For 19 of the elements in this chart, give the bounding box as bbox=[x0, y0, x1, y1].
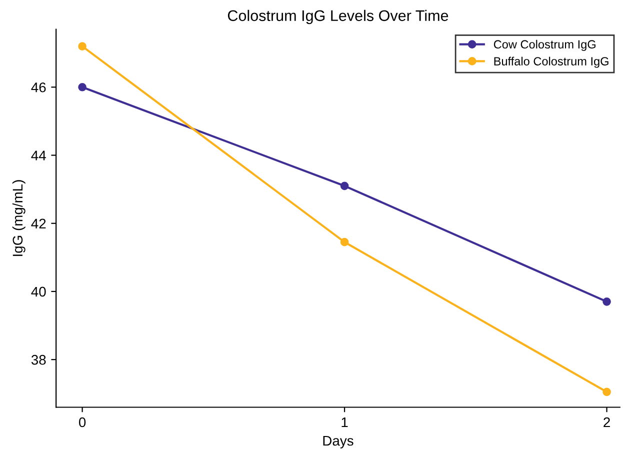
legend-label: Buffalo Colostrum IgG bbox=[494, 56, 608, 68]
x-tick-label: 0 bbox=[78, 417, 86, 428]
x-axis-title: Days bbox=[323, 436, 354, 448]
point bbox=[340, 238, 349, 246]
y-tick-label: 46 bbox=[31, 82, 46, 92]
x-tick-label: 2 bbox=[604, 417, 610, 428]
point bbox=[78, 42, 86, 50]
y-tick-label: 38 bbox=[31, 354, 46, 365]
chart-title: Colostrum IgG Levels Over Time bbox=[228, 10, 448, 24]
point bbox=[340, 182, 349, 190]
legend-label: Cow Colostrum IgG bbox=[494, 40, 596, 51]
y-tick-label: 42 bbox=[31, 218, 46, 228]
point bbox=[78, 82, 86, 92]
y-axis-title: IgG (mg/mL) bbox=[12, 180, 26, 256]
point bbox=[602, 388, 611, 396]
point bbox=[602, 298, 611, 306]
x-tick-label: 1 bbox=[342, 417, 348, 428]
y-tick-label: 40 bbox=[31, 286, 46, 297]
y-tick-label: 44 bbox=[31, 150, 46, 160]
